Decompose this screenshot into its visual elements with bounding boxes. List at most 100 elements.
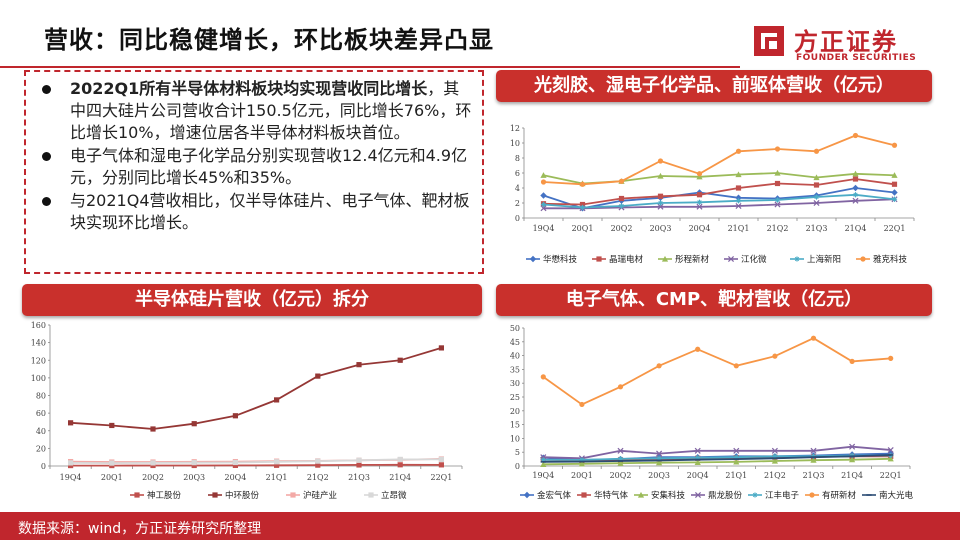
x-tick-label: 21Q1: [266, 473, 288, 482]
y-tick-label: 0: [41, 462, 46, 471]
data-point: [618, 203, 625, 209]
legend-item: 神工股份: [130, 490, 182, 501]
y-tick-label: 15: [510, 421, 520, 430]
data-point: [774, 146, 781, 152]
data-point: [695, 455, 701, 461]
x-tick-label: 21Q4: [389, 473, 411, 482]
y-tick-label: 20: [510, 407, 520, 416]
data-point: [274, 397, 280, 403]
x-tick-label: 20Q2: [142, 473, 164, 482]
data-point: [813, 182, 820, 188]
series-line: [70, 463, 442, 467]
legend-label: 彤程新材: [675, 254, 710, 265]
data-point: [150, 426, 156, 432]
data-point: [771, 447, 778, 454]
legend-label: 雅克科技: [873, 254, 908, 265]
y-tick-label: 25: [510, 393, 520, 402]
y-tick-label: 10: [510, 434, 520, 443]
legend-marker: [529, 255, 537, 263]
x-tick-label: 21Q1: [728, 224, 750, 233]
y-tick-label: 0: [515, 214, 520, 223]
data-point: [733, 454, 739, 460]
data-point: [813, 199, 820, 207]
series-line: [543, 193, 895, 209]
x-tick-label: 21Q3: [348, 473, 370, 482]
data-point: [540, 205, 547, 212]
data-point: [397, 357, 403, 363]
x-tick-label: 21Q2: [767, 224, 789, 233]
summary-bullet: 电子气体和湿电子化学品分别实现营收12.4亿元和4.9亿元，分别同比增长45%和…: [40, 145, 474, 189]
y-tick-label: 35: [510, 365, 520, 374]
x-tick-label: 22Q1: [880, 471, 902, 480]
legend-label: 上海新阳: [807, 254, 841, 265]
y-tick-label: 4: [515, 184, 520, 193]
x-tick-label: 21Q4: [841, 471, 863, 480]
series-立昂微: [68, 456, 444, 466]
series-line: [543, 198, 895, 210]
x-tick-label: 21Q2: [307, 473, 329, 482]
legend-marker: [809, 492, 815, 498]
series-中环股份: [68, 345, 444, 432]
data-point: [578, 460, 585, 467]
logo-text-cn: 方正证券: [794, 28, 898, 56]
legend-label: 立昂微: [381, 490, 407, 501]
legend-item: 上海新阳: [790, 254, 841, 265]
legend-marker: [727, 255, 735, 263]
legend-marker: [596, 256, 602, 262]
data-point: [813, 174, 820, 181]
y-tick-label: 12: [510, 124, 520, 133]
data-point: [891, 181, 898, 187]
data-point: [735, 171, 742, 178]
x-tick-label: 20Q4: [224, 473, 246, 482]
data-point: [617, 456, 624, 462]
y-tick-label: 20: [36, 444, 46, 453]
data-point: [232, 462, 238, 468]
series-line: [543, 457, 891, 466]
data-point: [68, 462, 74, 469]
data-point: [656, 459, 662, 462]
data-point: [191, 462, 197, 469]
legend-label: 有研新材: [822, 490, 857, 501]
x-tick-label: 20Q3: [648, 471, 670, 480]
data-point: [540, 461, 547, 467]
data-point: [852, 192, 859, 198]
x-tick-label: 22Q1: [884, 224, 906, 233]
legend-label: 晶瑞电材: [609, 254, 644, 265]
y-tick-label: 0: [515, 462, 520, 471]
x-tick-label: 21Q3: [803, 471, 825, 480]
y-tick-label: 8: [515, 154, 520, 163]
data-point: [68, 420, 74, 426]
data-point: [191, 460, 197, 466]
x-tick-label: 20Q2: [610, 471, 632, 480]
data-point: [810, 335, 817, 341]
data-point: [656, 450, 663, 457]
data-point: [696, 173, 703, 180]
data-point: [540, 179, 547, 185]
data-point: [887, 446, 894, 454]
data-point: [735, 202, 742, 210]
data-point: [656, 455, 662, 461]
series-line: [543, 178, 895, 206]
data-point: [810, 457, 817, 463]
x-tick-label: 20Q4: [689, 224, 711, 233]
data-point: [849, 455, 855, 458]
y-tick-label: 50: [510, 324, 520, 333]
data-point: [735, 148, 742, 154]
data-point: [618, 195, 625, 202]
legend-item: 江化微: [724, 254, 767, 265]
data-point: [694, 447, 701, 454]
data-point: [150, 460, 156, 466]
data-point: [68, 460, 74, 466]
x-tick-label: 21Q2: [764, 471, 786, 480]
data-point: [772, 453, 778, 459]
legend-marker: [866, 494, 872, 496]
data-point: [540, 374, 546, 380]
legend-marker: [581, 492, 587, 498]
x-tick-label: 21Q1: [725, 471, 747, 480]
legend-label: 南大光电: [879, 490, 914, 501]
y-tick-label: 80: [36, 392, 46, 401]
data-point: [315, 373, 321, 379]
legend-label: 金宏气体: [537, 490, 572, 501]
legend-item: 晶瑞电材: [592, 254, 644, 265]
x-tick-label: 20Q3: [650, 224, 672, 233]
